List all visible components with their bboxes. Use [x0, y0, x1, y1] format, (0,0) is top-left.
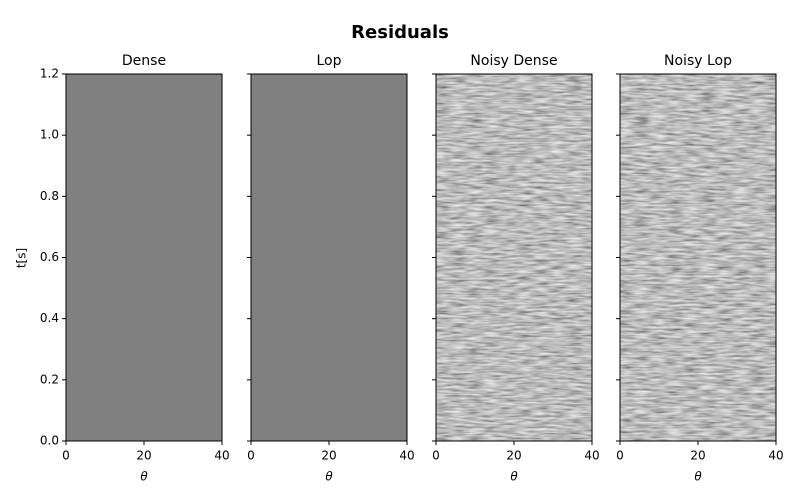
- y-tick-label: 0.2: [40, 372, 59, 386]
- y-tick-label: 0.8: [40, 189, 59, 203]
- y-tick-label: 1.0: [40, 128, 59, 142]
- panel-title: Noisy Lop: [664, 53, 732, 69]
- x-axis-label: θ: [140, 470, 148, 484]
- x-axis-label: θ: [694, 470, 702, 484]
- image: [436, 74, 592, 441]
- panel-title: Lop: [316, 53, 341, 69]
- x-tick-label: 20: [506, 449, 521, 463]
- image: [620, 74, 776, 441]
- panel-title: Noisy Dense: [470, 53, 557, 69]
- x-tick-label: 0: [616, 449, 624, 463]
- y-axis-label: t[s]: [15, 248, 29, 268]
- x-tick-label: 40: [584, 449, 599, 463]
- figure-title: Residuals: [351, 22, 449, 43]
- y-tick-label: 0.4: [40, 311, 59, 325]
- image: [66, 74, 222, 441]
- x-tick-label: 40: [399, 449, 414, 463]
- x-tick-label: 40: [214, 449, 229, 463]
- y-tick-label: 1.2: [40, 67, 59, 81]
- x-tick-label: 0: [62, 449, 70, 463]
- x-tick-label: 20: [321, 449, 336, 463]
- x-tick-label: 20: [136, 449, 151, 463]
- y-tick-label: 0.6: [40, 250, 59, 264]
- x-axis-label: θ: [510, 470, 518, 484]
- image: [251, 74, 407, 441]
- x-axis-label: θ: [325, 470, 333, 484]
- panel-title: Dense: [122, 53, 166, 69]
- x-tick-label: 0: [247, 449, 255, 463]
- y-tick-label: 0.0: [40, 434, 59, 448]
- x-tick-label: 20: [690, 449, 705, 463]
- x-tick-label: 0: [432, 449, 440, 463]
- x-tick-label: 40: [768, 449, 783, 463]
